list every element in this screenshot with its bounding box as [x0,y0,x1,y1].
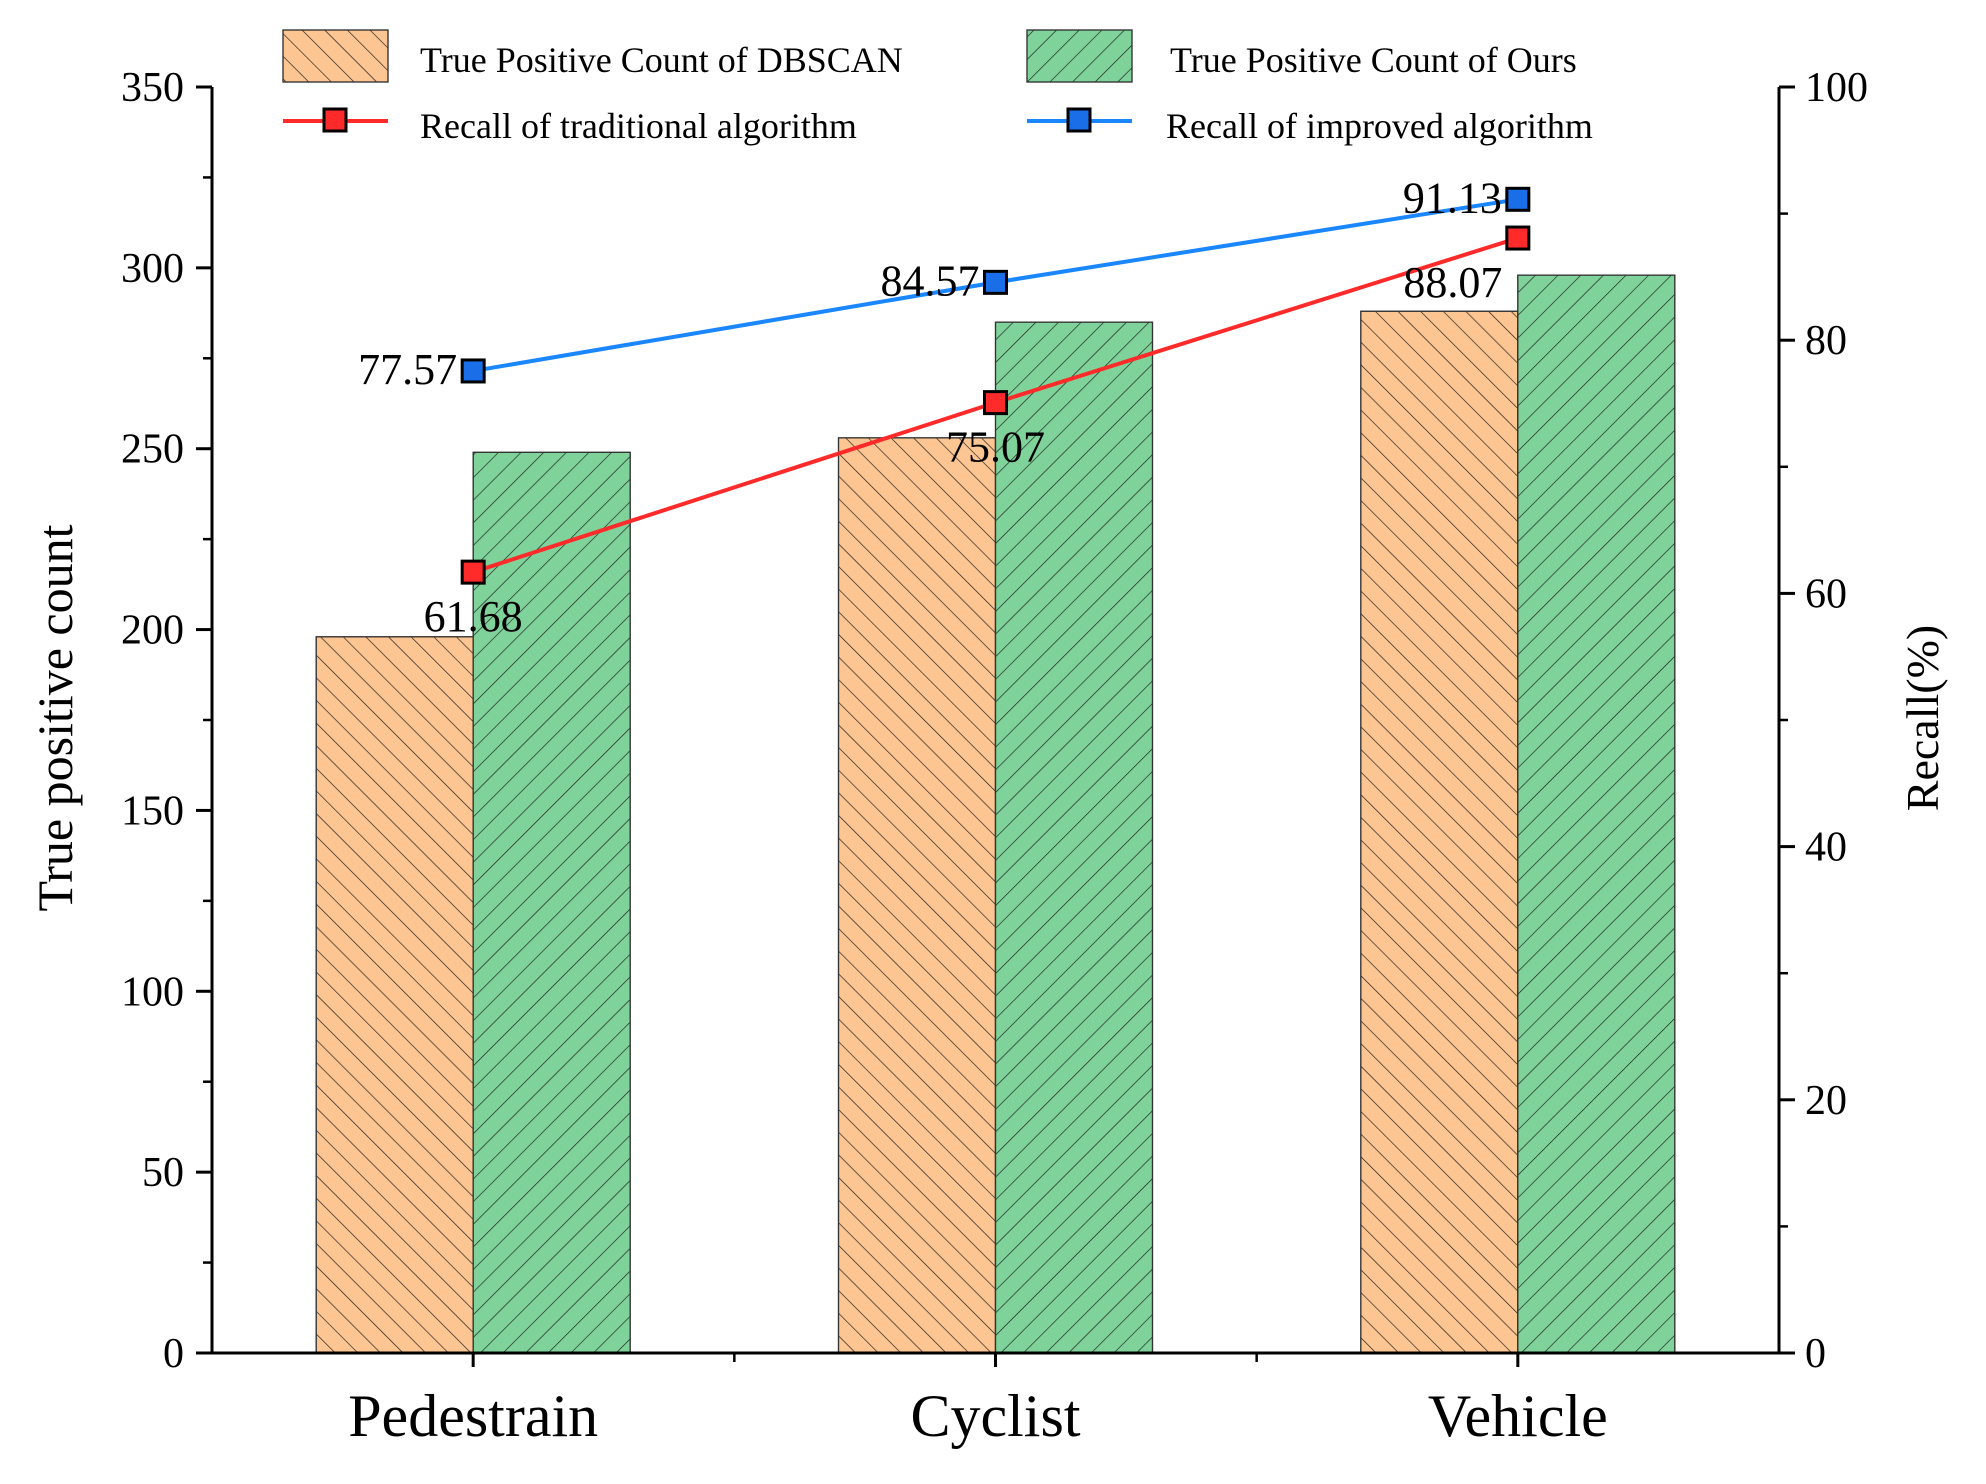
y-left-tick-label: 200 [121,608,184,654]
data-label-layer: 61.68 75.07 88.07 77.57 84.57 91.13 [358,173,1502,641]
bar-hatch-ours-pedestrain [472,451,631,1354]
x-tick-label: Vehicle [1428,1383,1608,1449]
point-layer [460,186,1531,585]
bar-hatch-dbscan-pedestrain [315,636,474,1354]
point-improved-vehicle [1505,186,1531,212]
y-right-axis-title: Recall(%) [1897,625,1948,811]
legend-label-improved: Recall of improved algorithm [1166,106,1593,146]
y-right-tick-label: 100 [1805,65,1868,111]
x-tick-label: Cyclist [910,1383,1080,1449]
x-tick-label: Pedestrain [348,1383,598,1449]
y-left-tick-label: 100 [121,969,184,1015]
point-traditional-cyclist [983,390,1008,416]
y-right-tick-label: 0 [1805,1331,1826,1377]
y-left-tick-label: 350 [121,65,184,111]
bar-layer [315,274,1676,1354]
y-right-tick-label: 80 [1805,318,1847,364]
y-right-tick-label: 40 [1805,825,1847,871]
data-label-improved-pedestrain: 77.57 [358,345,457,394]
legend-item-dbscan: True Positive Count of DBSCAN [282,29,903,83]
legend-swatch-dbscan-hatch [282,29,389,83]
y-left-tick-label: 300 [121,246,184,292]
legend-label-dbscan: True Positive Count of DBSCAN [420,40,903,80]
y-right-tick-label: 60 [1805,571,1847,617]
point-traditional-pedestrain [460,559,486,585]
legend-marker-traditional [322,107,348,133]
data-label-traditional-cyclist: 75.07 [946,423,1045,472]
legend-swatch-ours-hatch [1026,29,1133,83]
legend-item-improved: Recall of improved algorithm [1027,106,1593,146]
legend-label-traditional: Recall of traditional algorithm [420,106,857,146]
y-left-tick-label: 0 [163,1331,184,1377]
data-label-traditional-vehicle: 88.07 [1403,258,1502,307]
bar-hatch-ours-vehicle [1517,274,1676,1354]
y-right-tick-label: 20 [1805,1078,1847,1124]
y-left-tick-label: 150 [121,788,184,834]
legend-item-traditional: Recall of traditional algorithm [283,106,857,146]
bar-hatch-ours-cyclist [994,321,1154,1354]
bar-hatch-dbscan-vehicle [1360,310,1519,1354]
legend-marker-improved [1066,107,1092,133]
legend-label-ours: True Positive Count of Ours [1170,40,1577,80]
y-left-tick-label: 50 [142,1150,184,1196]
y-left-tick-label: 250 [121,427,184,473]
axes: 0 50 100 150 200 250 300 350 0 20 40 60 80 100 Pedestr… [121,65,1868,1449]
point-improved-cyclist [983,269,1008,295]
point-traditional-vehicle [1505,225,1531,251]
legend-item-ours: True Positive Count of Ours [1026,29,1577,83]
point-improved-pedestrain [460,358,486,384]
data-label-improved-vehicle: 91.13 [1403,173,1502,222]
y-left-axis-title: True positive count [27,524,83,911]
data-label-traditional-pedestrain: 61.68 [424,592,523,641]
data-label-improved-cyclist: 84.57 [881,256,980,305]
bar-hatch-dbscan-cyclist [837,437,997,1354]
legend: True Positive Count of DBSCAN True Posit… [282,29,1593,146]
